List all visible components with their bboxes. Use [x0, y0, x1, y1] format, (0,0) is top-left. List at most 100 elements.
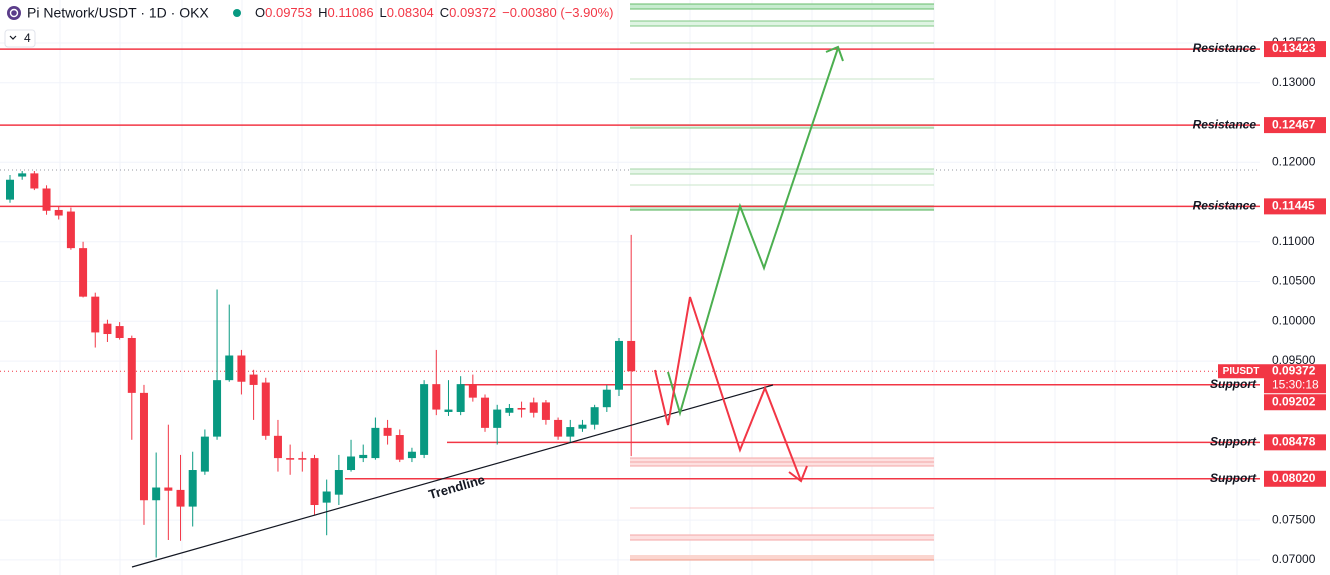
candle-body — [578, 424, 587, 429]
level-value: 0.13423 — [1272, 41, 1316, 55]
y-tick-label: 0.11000 — [1272, 234, 1315, 248]
candle-body — [261, 382, 270, 436]
level-value-box — [1264, 41, 1326, 58]
grid — [0, 42, 1260, 561]
candle-body — [298, 458, 307, 460]
candle-body — [334, 470, 343, 495]
last-price-symbol-box — [1218, 364, 1264, 379]
y-tick-label: 0.12000 — [1272, 154, 1316, 168]
candle-body — [54, 209, 63, 216]
candle-body — [30, 173, 39, 189]
level-value-box — [1264, 470, 1326, 487]
candle-body — [79, 248, 88, 297]
candle-body — [42, 188, 51, 211]
candle-body — [444, 409, 453, 412]
bullish-projection — [667, 47, 839, 417]
candle-body — [91, 296, 100, 333]
candle-body — [359, 454, 368, 459]
bullish-arrowhead — [825, 45, 844, 62]
last-price-box — [1264, 364, 1326, 394]
green-band — [630, 205, 934, 210]
quote-value: 0.11086 — [328, 5, 374, 20]
symbol-title: Pi Network/USDT · 1D · OKX — [27, 5, 209, 21]
level-value: 0.12467 — [1272, 117, 1316, 131]
candle-body — [286, 458, 295, 460]
level-value-box — [1264, 198, 1326, 215]
projections — [654, 45, 844, 483]
green-band — [630, 21, 934, 26]
red-band — [630, 535, 934, 540]
candle-body — [407, 451, 416, 459]
candle-body — [225, 355, 234, 381]
quote: O0.09753 H0.11086 L0.08304 C0.09372 −0.00380… — [255, 5, 613, 20]
candle-body — [517, 407, 526, 410]
level-name: Resistance — [1193, 199, 1257, 213]
candle-body — [237, 355, 246, 382]
candle-body — [249, 374, 258, 385]
candle-body — [456, 384, 465, 412]
candle-body — [66, 211, 75, 249]
candle-body — [383, 427, 392, 436]
green-band — [630, 4, 934, 9]
quote-value: 0.09753 — [265, 5, 312, 20]
candles — [6, 170, 636, 558]
candle-body — [188, 470, 197, 507]
candle-body — [103, 323, 112, 335]
candle-body — [18, 173, 27, 177]
header: Pi Network/USDT · 1D · OKX O0.09753 H0.11… — [4, 5, 613, 48]
level-value: 0.08478 — [1272, 435, 1316, 449]
indicator-toggle[interactable] — [4, 29, 36, 48]
y-tick-label: 0.09500 — [1272, 353, 1316, 367]
level-value: 0.08020 — [1272, 471, 1316, 485]
last-price-value: 0.09372 — [1272, 363, 1316, 377]
level-value: 0.09202 — [1272, 394, 1316, 408]
candle-body — [164, 487, 173, 491]
quote-label: L — [380, 5, 387, 20]
quote-value: 0.09372 — [449, 5, 496, 20]
quote-value: 0.08304 — [387, 5, 434, 20]
level-value-box — [1264, 117, 1326, 134]
candle-body — [322, 491, 331, 503]
symbol-logo — [7, 6, 21, 20]
level-name: Support — [1210, 435, 1257, 449]
y-tick-label: 0.10000 — [1272, 313, 1316, 327]
candle-body — [420, 384, 429, 455]
green-band — [630, 124, 934, 128]
status-dot — [233, 9, 241, 17]
time-grid — [59, 0, 1238, 575]
y-tick-label: 0.07500 — [1272, 512, 1316, 526]
candle-body — [541, 402, 550, 420]
y-tick-label: 0.07000 — [1272, 552, 1316, 566]
candle-body — [213, 380, 222, 437]
level-name: Support — [1210, 471, 1257, 485]
candle-body — [127, 338, 136, 393]
candle-body — [310, 458, 319, 506]
candle-body — [493, 409, 502, 428]
levels — [0, 48, 1260, 480]
candle-body — [554, 419, 563, 437]
quote-label: C — [440, 5, 449, 20]
candle-body — [152, 487, 161, 501]
bearish-arrowhead — [788, 465, 808, 483]
chevron — [9, 35, 17, 40]
quote-label: H — [318, 5, 327, 20]
candle-body — [566, 427, 575, 437]
symbol-logo-mark — [9, 8, 19, 18]
indicator-count: 4 — [24, 31, 31, 45]
candle-body — [432, 384, 441, 410]
candle-body — [200, 436, 209, 472]
candle-body — [481, 397, 490, 428]
level-name: Resistance — [1193, 41, 1257, 55]
bearish-projection — [654, 296, 802, 482]
candle-body — [627, 340, 636, 372]
candle-body — [347, 456, 356, 471]
green-band — [630, 169, 934, 174]
candle-body — [139, 392, 148, 501]
countdown: 15:30:18 — [1272, 377, 1319, 391]
level-value-box — [1264, 434, 1326, 451]
level-name: Support — [1210, 377, 1257, 391]
level-value-box — [1264, 394, 1326, 411]
y-tick-label: 0.13000 — [1272, 75, 1316, 89]
